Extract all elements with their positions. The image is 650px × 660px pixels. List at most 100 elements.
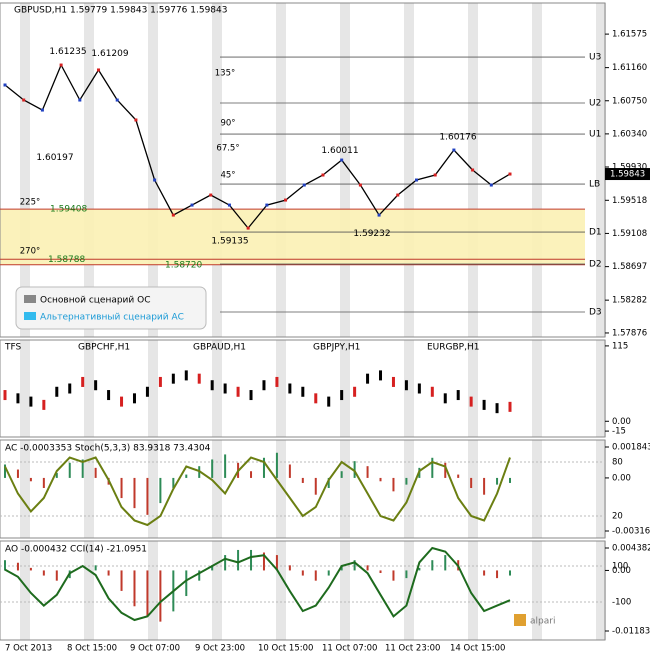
- session-stripe: [532, 3, 542, 337]
- symbol-label: GBPAUD,H1: [193, 343, 246, 353]
- session-stripe: [532, 340, 542, 437]
- tfs-candle: [120, 396, 124, 407]
- legend-box: [15, 286, 207, 330]
- price-annotation: 1.58720: [165, 260, 202, 270]
- legend-entry: Альтернативный сценарий АС: [40, 313, 184, 323]
- y-tick-label: 1.60750: [612, 96, 647, 106]
- x-tick-label: 14 Oct 15:00: [450, 644, 505, 654]
- price-marker: [284, 198, 288, 202]
- ac-title: AC -0.0003353 Stoch(5,3,3) 83.9318 73.43…: [5, 444, 211, 454]
- session-stripe: [212, 3, 222, 337]
- session-stripe: [468, 541, 478, 640]
- y-tick-label: -15: [612, 427, 626, 437]
- session-stripe: [468, 340, 478, 437]
- histogram-bar: [288, 565, 291, 571]
- session-stripe: [276, 340, 286, 437]
- histogram-bar: [146, 477, 149, 515]
- price-marker: [78, 98, 82, 102]
- angle-label: 225°: [20, 198, 40, 208]
- tfs-candle: [301, 386, 305, 397]
- price-marker: [153, 178, 157, 182]
- x-tick-label: 9 Oct 07:00: [130, 644, 180, 654]
- price-marker: [22, 98, 26, 102]
- histogram-bar: [366, 466, 369, 478]
- histogram-bar: [418, 567, 421, 571]
- session-stripe: [20, 440, 30, 538]
- session-stripe: [596, 3, 606, 337]
- current-price-box: [605, 168, 650, 181]
- session-stripe: [20, 541, 30, 640]
- histogram-bar: [379, 477, 382, 482]
- histogram-bar: [224, 454, 227, 478]
- x-tick-label: 11 Oct 23:00: [385, 644, 440, 654]
- price-marker: [396, 193, 400, 197]
- histogram-bar: [120, 477, 123, 499]
- histogram-bar: [120, 570, 123, 591]
- histogram-bar: [366, 565, 369, 571]
- y-tick-label: 1.59518: [612, 196, 647, 206]
- y2-tick-label: -0.01183: [612, 626, 650, 636]
- y2-tick-label: 0.00: [612, 473, 631, 483]
- price-marker: [209, 193, 213, 197]
- tfs-title: TFS: [4, 343, 22, 353]
- histogram-bar: [405, 570, 408, 579]
- price-marker: [489, 183, 493, 187]
- histogram-bar: [353, 461, 356, 478]
- price-marker: [321, 173, 325, 177]
- tfs-candle: [3, 390, 7, 401]
- y2-tick-label: 0.001843: [612, 442, 650, 452]
- price-marker: [190, 203, 194, 207]
- histogram-bar: [237, 549, 240, 571]
- pivot-label: U1: [589, 130, 601, 140]
- y-tick-label: 1.59108: [612, 229, 647, 239]
- histogram-bar: [353, 560, 356, 571]
- price-marker: [433, 173, 437, 177]
- histogram-bar: [444, 462, 447, 478]
- y-tick-label: 1.61575: [612, 30, 647, 40]
- tfs-candle: [223, 383, 227, 394]
- histogram-bar: [133, 570, 136, 607]
- price-marker: [414, 178, 418, 182]
- symbol-label: GBPJPY,H1: [313, 343, 360, 353]
- tfs-candle: [288, 383, 292, 394]
- price-marker: [40, 108, 44, 112]
- price-marker: [265, 203, 269, 207]
- tfs-candle: [55, 386, 59, 397]
- price-line: [4, 63, 511, 230]
- tfs-candle: [158, 376, 162, 387]
- histogram-bar: [211, 459, 214, 478]
- histogram-bar: [29, 477, 32, 482]
- tfs-candle: [443, 393, 447, 404]
- histogram-bar: [211, 565, 214, 571]
- tfs-candle: [94, 380, 98, 391]
- session-stripe: [148, 3, 158, 337]
- price-marker: [59, 63, 63, 67]
- session-stripe: [404, 440, 414, 538]
- session-stripe: [532, 541, 542, 640]
- y2-tick-label: -0.003163: [612, 527, 650, 537]
- session-stripe: [596, 440, 606, 538]
- session-stripe: [148, 440, 158, 538]
- tfs-candle: [430, 386, 434, 397]
- session-stripe: [404, 340, 414, 437]
- histogram-bar: [262, 552, 265, 571]
- histogram-bar: [483, 477, 486, 495]
- session-stripe: [596, 541, 606, 640]
- tfs-candle: [107, 390, 111, 401]
- histogram-bar: [172, 477, 175, 488]
- symbol-label: EURGBP,H1: [427, 343, 479, 353]
- price-marker: [377, 213, 381, 217]
- histogram-bar: [392, 570, 395, 581]
- price-marker: [508, 172, 512, 176]
- session-stripe: [276, 3, 286, 337]
- y-tick-label: -100: [612, 598, 631, 608]
- histogram-bar: [431, 560, 434, 571]
- histogram-bar: [483, 570, 486, 576]
- ao-title: AO -0.000432 CCI(14) -21.0951: [5, 545, 147, 555]
- session-stripe: [84, 3, 94, 337]
- histogram-bar: [250, 549, 253, 571]
- session-stripe: [404, 541, 414, 640]
- tfs-candle: [327, 396, 331, 407]
